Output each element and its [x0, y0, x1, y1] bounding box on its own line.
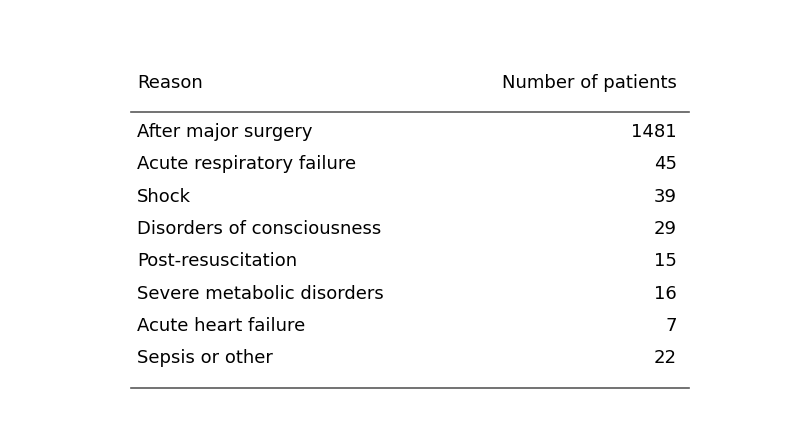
- Text: 22: 22: [654, 349, 677, 367]
- Text: 29: 29: [654, 220, 677, 238]
- Text: Acute respiratory failure: Acute respiratory failure: [138, 155, 356, 173]
- Text: 1481: 1481: [631, 123, 677, 141]
- Text: Post-resuscitation: Post-resuscitation: [138, 252, 298, 271]
- Text: 16: 16: [654, 285, 677, 303]
- Text: Shock: Shock: [138, 188, 191, 206]
- Text: Acute heart failure: Acute heart failure: [138, 317, 306, 335]
- Text: Severe metabolic disorders: Severe metabolic disorders: [138, 285, 384, 303]
- Text: 45: 45: [654, 155, 677, 173]
- Text: 15: 15: [654, 252, 677, 271]
- Text: After major surgery: After major surgery: [138, 123, 313, 141]
- Text: Reason: Reason: [138, 74, 203, 92]
- Text: 7: 7: [665, 317, 677, 335]
- Text: Number of patients: Number of patients: [502, 74, 677, 92]
- Text: Sepsis or other: Sepsis or other: [138, 349, 273, 367]
- Text: 39: 39: [654, 188, 677, 206]
- Text: Disorders of consciousness: Disorders of consciousness: [138, 220, 382, 238]
